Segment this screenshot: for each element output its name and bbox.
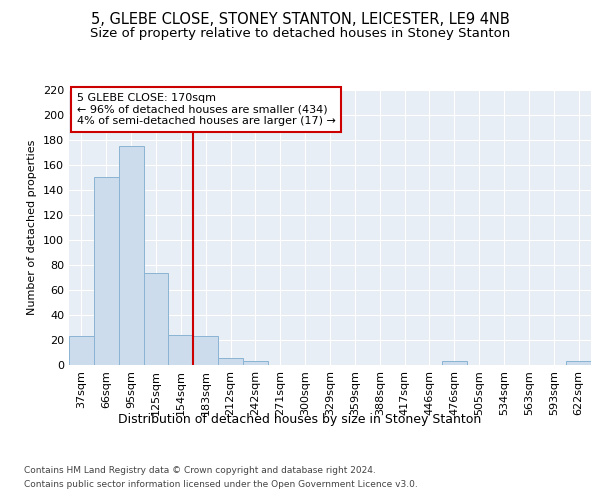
- Bar: [119, 146, 143, 365]
- Bar: [218, 358, 243, 365]
- Text: 5, GLEBE CLOSE, STONEY STANTON, LEICESTER, LE9 4NB: 5, GLEBE CLOSE, STONEY STANTON, LEICESTE…: [91, 12, 509, 28]
- Y-axis label: Number of detached properties: Number of detached properties: [28, 140, 37, 315]
- Bar: [94, 178, 119, 365]
- Bar: [143, 272, 169, 365]
- Bar: [169, 335, 193, 365]
- Bar: [243, 361, 268, 365]
- Bar: [69, 336, 94, 365]
- Text: Distribution of detached houses by size in Stoney Stanton: Distribution of detached houses by size …: [118, 412, 482, 426]
- Text: Contains HM Land Registry data © Crown copyright and database right 2024.: Contains HM Land Registry data © Crown c…: [24, 466, 376, 475]
- Bar: [566, 361, 591, 365]
- Text: 5 GLEBE CLOSE: 170sqm
← 96% of detached houses are smaller (434)
4% of semi-deta: 5 GLEBE CLOSE: 170sqm ← 96% of detached …: [77, 92, 336, 126]
- Bar: [442, 361, 467, 365]
- Text: Size of property relative to detached houses in Stoney Stanton: Size of property relative to detached ho…: [90, 28, 510, 40]
- Bar: [193, 336, 218, 365]
- Text: Contains public sector information licensed under the Open Government Licence v3: Contains public sector information licen…: [24, 480, 418, 489]
